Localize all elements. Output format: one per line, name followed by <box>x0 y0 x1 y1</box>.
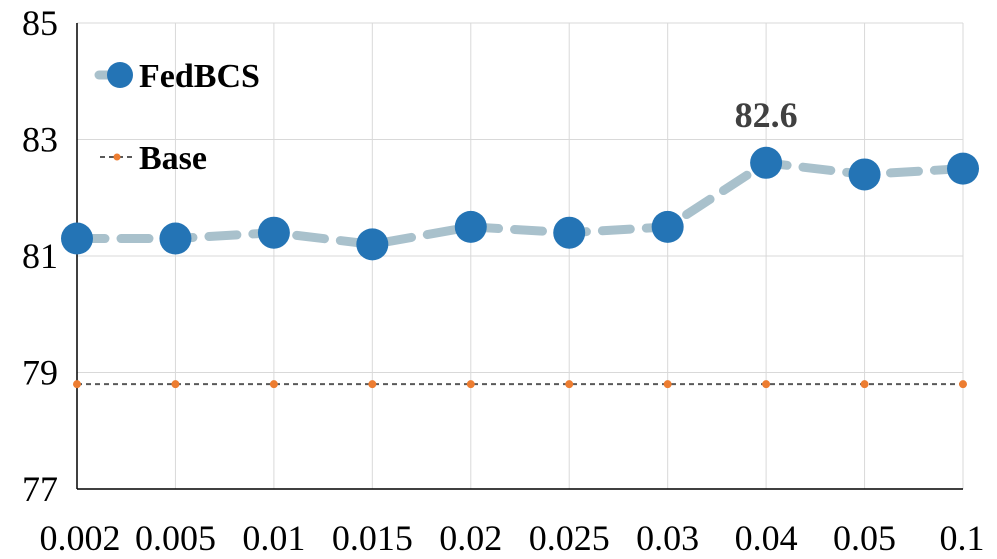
fedbcs-series-point <box>553 216 586 249</box>
fedbcs-series-point <box>159 222 192 255</box>
base-series-point <box>73 380 81 389</box>
base-series-point <box>959 380 967 389</box>
x-tick-label: 0.1 <box>940 518 985 558</box>
y-tick-label: 81 <box>22 236 58 276</box>
base-series-point <box>171 380 180 389</box>
x-tick-label: 0.03 <box>636 518 699 558</box>
x-tick-label: 0.01 <box>242 518 305 558</box>
base-series-point <box>269 380 278 389</box>
fedbcs-series-point <box>356 228 389 261</box>
base-series-point <box>565 380 574 389</box>
x-tick-label: 0.05 <box>833 518 896 558</box>
legend-base-marker <box>113 153 121 161</box>
fedbcs-series-point <box>61 222 93 255</box>
x-tick-label: 0.005 <box>135 518 216 558</box>
y-tick-label: 77 <box>22 469 58 509</box>
base-series-point <box>466 380 475 389</box>
legend-fedbcs-marker <box>107 62 133 88</box>
series-group <box>61 146 979 389</box>
legend: FedBCS Base <box>94 58 260 177</box>
x-tick-labels: 0.002 0.005 0.01 0.015 0.02 0.025 0.03 0.04 0.05… <box>40 518 985 558</box>
y-tick-labels: 77 79 81 83 85 <box>22 3 58 509</box>
x-tick-label: 0.025 <box>529 518 610 558</box>
base-series-point <box>860 380 869 389</box>
base-series-point <box>368 380 377 389</box>
fedbcs-series-point <box>848 158 881 191</box>
fedbcs-series-point <box>454 210 487 243</box>
fedbcs-series-point <box>947 152 979 185</box>
annotations: 82.6 <box>735 95 798 135</box>
base-series-point <box>762 380 771 389</box>
fedbcs-series-point <box>750 146 783 179</box>
legend-base-label: Base <box>139 140 207 177</box>
data-label: 82.6 <box>735 95 798 135</box>
base-series-point <box>663 380 672 389</box>
x-tick-label: 0.015 <box>332 518 413 558</box>
y-tick-label: 79 <box>22 353 58 393</box>
y-tick-label: 85 <box>22 3 58 43</box>
fedbcs-series-point <box>651 210 684 243</box>
x-tick-label: 0.04 <box>735 518 798 558</box>
fedbcs-series-point <box>257 216 290 249</box>
y-tick-label: 83 <box>22 120 58 160</box>
fedbcs-series-line <box>72 158 968 249</box>
legend-fedbcs-label: FedBCS <box>139 58 260 95</box>
x-tick-label: 0.02 <box>439 518 502 558</box>
x-tick-label: 0.002 <box>40 518 121 558</box>
axes <box>76 23 963 490</box>
